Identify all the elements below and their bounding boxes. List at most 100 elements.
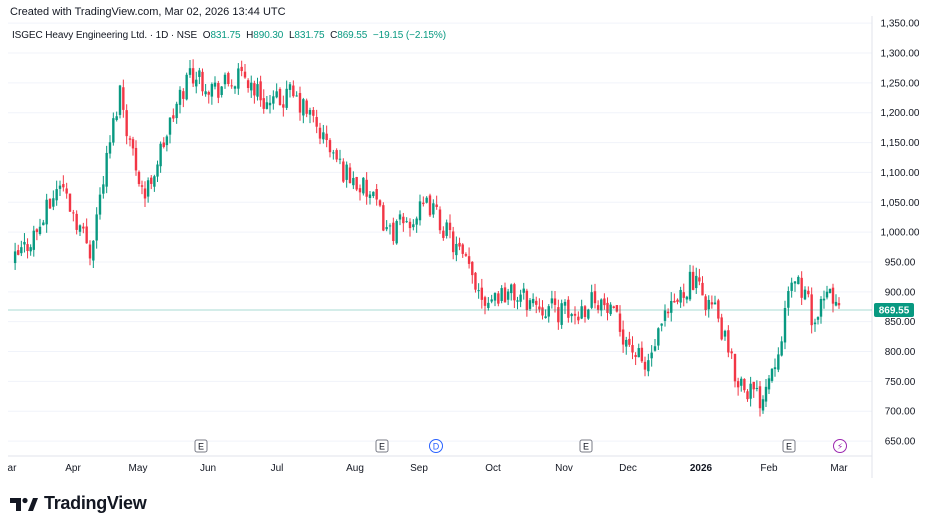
candle-body	[68, 193, 72, 212]
candle-body	[262, 98, 265, 109]
candle-body	[217, 83, 220, 98]
price-tick-label: 1,200.00	[881, 108, 920, 119]
candle-body	[338, 158, 342, 160]
earnings-marker-label: E	[379, 442, 385, 452]
candle-body	[405, 221, 408, 223]
candle-body	[497, 293, 500, 304]
candle-body	[237, 68, 240, 89]
candle-body	[48, 198, 52, 209]
candle-body	[563, 301, 567, 306]
candle-body	[352, 177, 355, 186]
candle-body	[787, 291, 790, 308]
candle-body	[451, 231, 455, 253]
candle-body	[442, 230, 445, 238]
candle-body	[253, 83, 256, 96]
candle-body	[312, 110, 315, 116]
candle-body	[29, 247, 32, 252]
candle-body	[631, 345, 634, 353]
candle-body	[538, 306, 541, 310]
time-tick-label: Sep	[410, 463, 428, 474]
candle-body	[305, 100, 308, 114]
candle-body	[483, 297, 487, 306]
candle-body	[560, 303, 563, 325]
candle-body	[185, 74, 188, 100]
candle-body	[603, 298, 606, 306]
candle-body	[223, 74, 227, 85]
candle-body	[230, 85, 233, 87]
candle-body	[736, 381, 740, 388]
candle-body	[282, 104, 285, 108]
candle-body	[368, 194, 372, 198]
tradingview-logo-icon	[10, 497, 38, 511]
candle-body	[175, 103, 178, 119]
candle-body	[275, 91, 278, 98]
candle-body	[660, 323, 663, 326]
candle-body	[493, 293, 497, 301]
candle-body	[398, 214, 402, 220]
candle-body	[573, 313, 577, 316]
high-label: H	[246, 30, 254, 41]
time-axis[interactable]: ar Apr May Jun Jul Aug Sep Oct Nov Dec 2026 Feb Mar	[8, 463, 849, 474]
candle-body	[733, 353, 737, 382]
candle-body	[755, 387, 759, 389]
candle-body	[131, 139, 135, 149]
candle-body	[402, 216, 405, 224]
candle-body	[295, 95, 298, 97]
candle-body	[698, 277, 701, 282]
low-label: L	[288, 30, 295, 41]
footer-branding[interactable]: TradingView	[10, 493, 147, 514]
candle-body	[480, 287, 484, 300]
candle-body	[640, 347, 644, 362]
candle-body	[268, 102, 272, 106]
price-tick-label: 650.00	[885, 437, 916, 448]
symbol-name: ISGEC Heavy Engineering Ltd. · 1D · NSE	[12, 30, 198, 41]
tradingview-brand: TradingView	[44, 493, 147, 513]
candle-body	[342, 161, 345, 182]
time-tick-label: Nov	[555, 463, 573, 474]
candle-body	[621, 329, 625, 345]
candle-body	[128, 138, 132, 140]
candle-body	[746, 391, 749, 400]
price-tick-label: 700.00	[885, 407, 916, 418]
candle-body	[125, 110, 128, 137]
candle-body	[385, 227, 388, 230]
candle-body	[17, 250, 20, 255]
time-tick-label: ar	[8, 463, 18, 474]
candle-body	[828, 288, 832, 293]
candle-body	[35, 229, 39, 233]
candle-body	[108, 142, 112, 154]
candle-body	[438, 209, 442, 231]
earnings-marker-icon	[782, 439, 796, 453]
candle-body	[332, 152, 335, 154]
price-badge-bg	[874, 303, 914, 317]
price-axis[interactable]: 650.00 700.00 750.00 800.00 850.00 900.00 950.…	[881, 19, 920, 448]
candle-body	[797, 276, 800, 285]
candle-body	[26, 244, 29, 251]
candle-body	[464, 254, 468, 256]
candle-body	[292, 85, 295, 97]
candle-body	[246, 80, 250, 89]
candle-body	[710, 302, 714, 305]
candle-body	[587, 309, 590, 319]
candle-body	[150, 177, 153, 184]
price-tick-label: 1,100.00	[881, 168, 920, 179]
candle-body	[362, 177, 365, 194]
candle-body	[72, 212, 75, 214]
candle-body	[112, 118, 115, 143]
candle-body	[392, 222, 395, 242]
candle-body	[813, 322, 817, 325]
candle-body	[550, 298, 554, 304]
candle-body	[822, 298, 826, 301]
earnings-marker-icon	[375, 439, 389, 453]
candle-body	[250, 82, 253, 91]
candle-body	[432, 203, 435, 215]
candle-body	[325, 133, 328, 141]
price-tick-label: 1,050.00	[881, 198, 920, 209]
candle-body	[448, 222, 452, 231]
candle-body	[156, 164, 159, 177]
candles	[13, 59, 841, 417]
candle-body	[773, 367, 777, 370]
price-tick-label: 1,150.00	[881, 138, 920, 149]
symbol-legend: ISGEC Heavy Engineering Ltd. · 1D · NSE …	[12, 30, 446, 41]
